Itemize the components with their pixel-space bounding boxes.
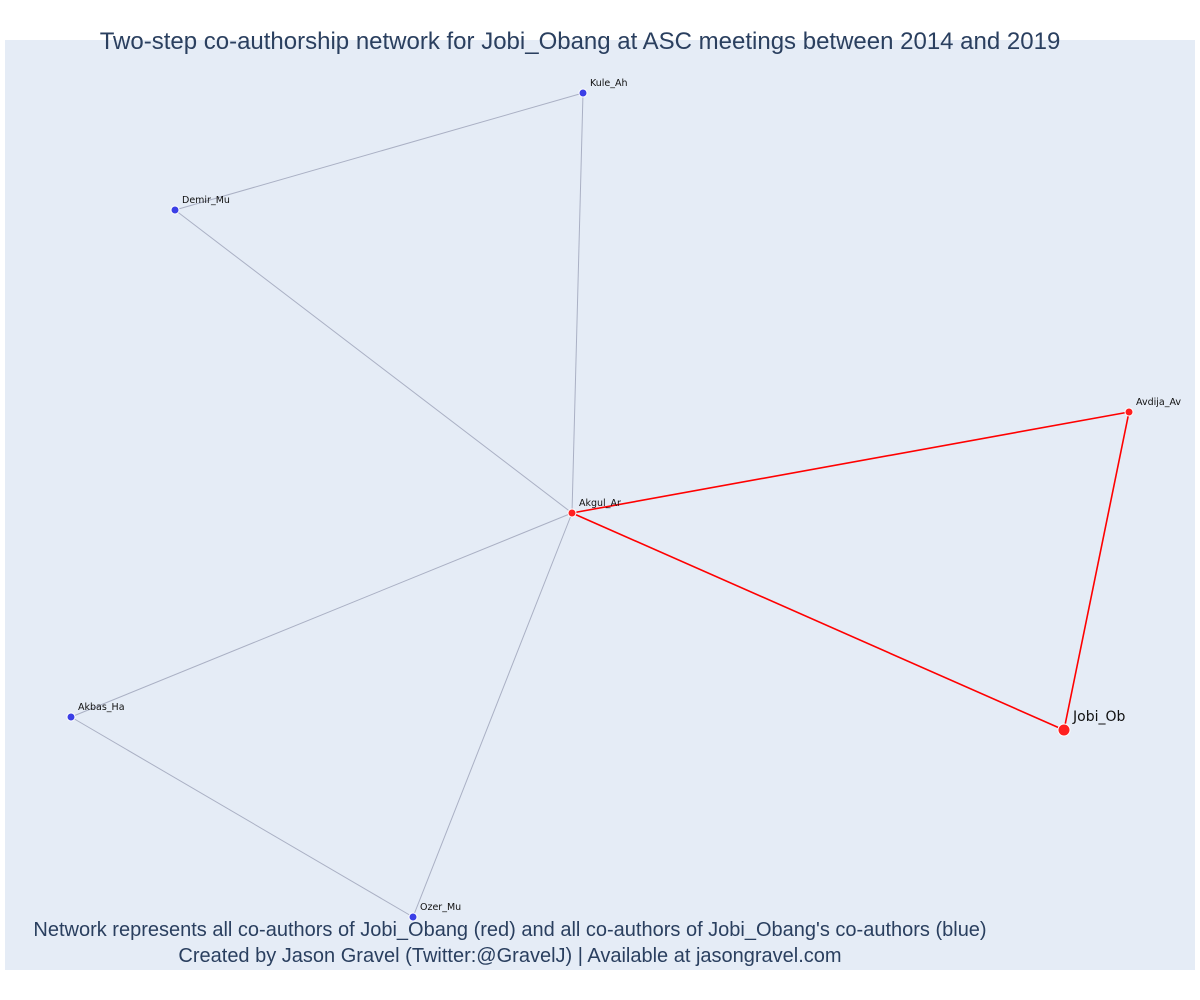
edge-Kule_Ah-Demir_Mu bbox=[174, 92, 584, 211]
edge-Demir_Mu-Akgul_Ar bbox=[174, 209, 573, 514]
node-Akgul_Ar[interactable]: Akgul_Ar bbox=[567, 498, 621, 518]
caption: Network represents all co-authors of Job… bbox=[10, 917, 1010, 969]
node-marker[interactable] bbox=[170, 205, 180, 215]
node-Demir_Mu[interactable]: Demir_Mu bbox=[170, 195, 230, 215]
caption-line-1: Network represents all co-authors of Job… bbox=[33, 919, 987, 941]
node-marker[interactable] bbox=[408, 912, 418, 922]
node-Ozer_Mu[interactable]: Ozer_Mu bbox=[408, 902, 461, 922]
edge-Akbas_Ha-Ozer_Mu bbox=[70, 716, 414, 918]
nodes-layer: Kule_Ah Demir_Mu Avdija_Av Akgul_Ar Jobi_Ob A… bbox=[66, 78, 1181, 922]
edge-Akgul_Ar-Ozer_Mu bbox=[412, 512, 573, 918]
node-marker[interactable] bbox=[66, 712, 76, 722]
chart-title: Two-step co-authorship network for Jobi_… bbox=[99, 28, 1061, 55]
edge-Akgul_Ar-Akbas_Ha bbox=[70, 512, 573, 718]
node-Avdija_Av[interactable]: Avdija_Av bbox=[1124, 397, 1181, 417]
node-label: Jobi_Ob bbox=[1072, 709, 1125, 725]
node-Akbas_Ha[interactable]: Akbas_Ha bbox=[66, 702, 125, 722]
node-Jobi_Ob[interactable]: Jobi_Ob bbox=[1057, 709, 1125, 737]
node-label: Demir_Mu bbox=[182, 195, 230, 206]
node-marker[interactable] bbox=[578, 88, 588, 98]
node-Kule_Ah[interactable]: Kule_Ah bbox=[578, 78, 628, 98]
node-marker[interactable] bbox=[1124, 407, 1134, 417]
node-label: Kule_Ah bbox=[590, 78, 628, 89]
node-marker[interactable] bbox=[1057, 723, 1071, 737]
edge-Akgul_Ar-Jobi_Ob bbox=[571, 512, 1065, 731]
node-label: Akbas_Ha bbox=[78, 702, 125, 713]
node-label: Ozer_Mu bbox=[420, 902, 461, 913]
edge-Avdija_Av-Jobi_Ob bbox=[1063, 411, 1130, 731]
plot-area bbox=[5, 40, 1195, 970]
node-label: Akgul_Ar bbox=[579, 498, 621, 509]
edges-layer bbox=[70, 92, 1130, 918]
edge-Akgul_Ar-Avdija_Av bbox=[571, 411, 1130, 514]
edge-Kule_Ah-Akgul_Ar bbox=[571, 92, 584, 514]
caption-line-2: Created by Jason Gravel (Twitter:@Gravel… bbox=[178, 945, 842, 967]
node-label: Avdija_Av bbox=[1136, 397, 1181, 408]
node-marker[interactable] bbox=[567, 508, 577, 518]
